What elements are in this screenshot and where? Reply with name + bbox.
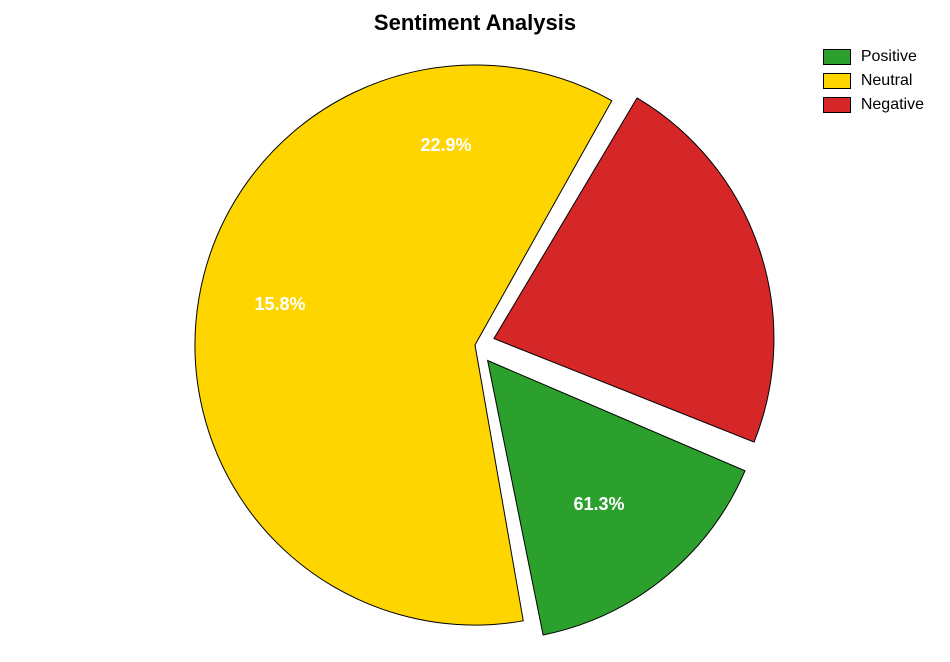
slice-label-positive: 15.8% — [254, 294, 305, 314]
legend-item: Neutral — [823, 72, 924, 90]
legend-label: Neutral — [861, 72, 913, 90]
legend-swatch-neutral — [823, 73, 851, 89]
legend-item: Negative — [823, 96, 924, 114]
chart-container: Sentiment Analysis 22.9% 15.8% 61.3% Posit… — [0, 0, 950, 662]
slice-label-neutral: 61.3% — [573, 494, 624, 514]
slice-label-negative: 22.9% — [420, 135, 471, 155]
legend-swatch-negative — [823, 97, 851, 113]
legend-item: Positive — [823, 48, 924, 66]
chart-title: Sentiment Analysis — [0, 10, 950, 36]
legend-label: Positive — [861, 48, 917, 66]
legend-swatch-positive — [823, 49, 851, 65]
pie-chart: 22.9% 15.8% 61.3% — [175, 40, 775, 650]
legend-label: Negative — [861, 96, 924, 114]
legend: Positive Neutral Negative — [823, 48, 924, 114]
